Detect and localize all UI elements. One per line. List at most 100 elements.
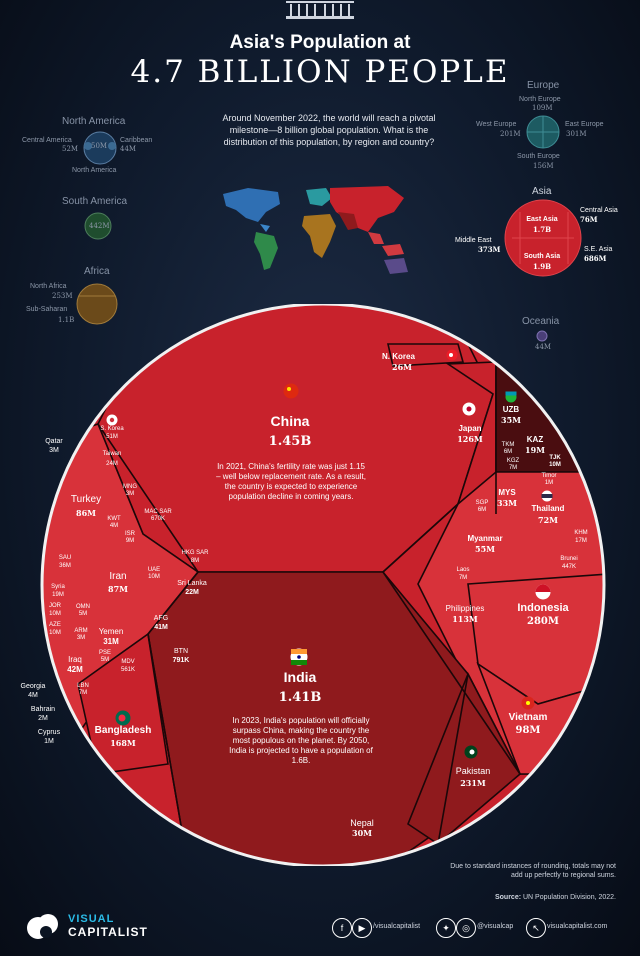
syria-name: Syria — [51, 584, 65, 590]
mdv-value: 561K — [120, 667, 135, 673]
rounding-note: Due to standard instances of rounding, t… — [450, 863, 616, 879]
site-link[interactable]: visualcapitalist.com — [547, 923, 608, 930]
handle-visualcap[interactable]: @visualcap — [477, 923, 514, 930]
brand-bottom: CAPITALIST — [68, 925, 148, 939]
mdv-name: MDV — [121, 659, 135, 665]
china-name: China — [270, 413, 310, 429]
taiwan-value: 24M — [106, 461, 118, 467]
turkey-value: 86M — [76, 508, 96, 518]
handle-visualcapitalist[interactable]: /visualcapitalist — [373, 923, 421, 930]
mac-name: MAC SAR — [144, 509, 172, 515]
tkm-name: TKM — [501, 442, 515, 448]
kaz-name: KAZ — [526, 435, 544, 444]
west-europe-label: West Europe — [476, 121, 517, 128]
south-america-bubble — [84, 212, 112, 240]
timor-value: 1M — [544, 480, 554, 486]
bangladesh-value: 168M — [110, 738, 136, 748]
bahrain-name: Bahrain — [30, 706, 56, 713]
central-asia-label: Central Asia — [580, 207, 618, 214]
se-asia-label: S.E. Asia — [584, 246, 613, 253]
jor-value: 10M — [49, 611, 61, 617]
pse-value: 5M — [100, 657, 110, 663]
yemen-value: 31M — [103, 637, 119, 646]
south-america-title: South America — [62, 196, 128, 207]
thailand-flag-icon — [541, 490, 553, 502]
facebook-icon[interactable]: f — [332, 918, 352, 938]
instagram-icon[interactable]: ◎ — [456, 918, 476, 938]
hkg-name: HKG SAR — [181, 550, 209, 556]
south-asia-value: 1.9B — [532, 262, 552, 271]
skorea-value: 51M — [106, 434, 118, 440]
srilanka-name: Sri Lanka — [177, 580, 207, 587]
mng-value: 3M — [125, 491, 135, 497]
indonesia-flag-icon — [535, 584, 551, 600]
khm-name: KHM — [574, 530, 588, 536]
uzb-name: UZB — [502, 405, 520, 414]
nkorea-flag-icon — [446, 349, 458, 361]
cursor-icon[interactable]: ↖ — [526, 918, 546, 938]
pse-name: PSE — [98, 650, 111, 656]
btn-name: BTN — [174, 648, 188, 655]
oceania-title: Oceania — [522, 316, 560, 327]
north-africa-value: 253M — [52, 292, 73, 300]
uae-name: UAE — [147, 567, 161, 573]
skorea-name: S. Korea — [100, 426, 124, 432]
japan-value: 126M — [457, 434, 483, 444]
asia-title: Asia — [532, 186, 552, 197]
china-flag-icon — [283, 383, 299, 399]
tkm-value: 6M — [503, 449, 513, 455]
india-flag-icon — [290, 648, 308, 666]
india-name: India — [283, 669, 317, 685]
bahrain-value: 2M — [38, 715, 48, 722]
khm-value: 17M — [575, 538, 587, 544]
qatar-value: 3M — [49, 447, 59, 454]
sgp-name: SGP — [475, 500, 489, 506]
title-small: Asia's Population at — [229, 32, 411, 53]
btn-value: 791K — [172, 657, 190, 664]
afg-name: AFG — [153, 615, 169, 622]
south-europe-value: 156M — [533, 162, 554, 170]
georgia-name: Georgia — [20, 683, 46, 690]
laos-name: Laos — [456, 567, 470, 573]
turkey-name: Turkey — [70, 494, 102, 505]
mac-value: 670K — [150, 516, 165, 522]
isr-value: 9M — [125, 538, 135, 544]
georgia-value: 4M — [28, 692, 38, 699]
sub-saharan-value: 1.1B — [58, 316, 75, 324]
thailand-value: 72M — [538, 515, 558, 525]
afg-value: 41M — [154, 624, 168, 631]
sau-name: SAU — [58, 555, 72, 561]
middle-east-label: Middle East — [455, 237, 492, 244]
japan-flag-icon — [462, 402, 476, 416]
north-europe-value: 109M — [532, 104, 553, 112]
east-asia-label: East Asia — [526, 216, 558, 223]
arm-value: 3M — [76, 635, 86, 641]
oceania-value: 44M — [535, 343, 552, 351]
arm-name: ARM — [74, 628, 88, 634]
visual-capitalist-logo-icon[interactable] — [24, 910, 64, 942]
bangladesh-name: Bangladesh — [94, 725, 152, 736]
kwt-value: 4M — [109, 523, 119, 529]
central-asia-value: 76M — [580, 215, 598, 224]
asia-bubble — [504, 199, 582, 277]
caribbean-value: 44M — [120, 145, 137, 153]
twitter-icon[interactable]: ✦ — [436, 918, 456, 938]
omn-value: 5M — [78, 611, 88, 617]
tjk-name: TJK — [549, 455, 561, 461]
cyprus-name: Cyprus — [37, 729, 61, 736]
na-label: North America — [72, 167, 117, 174]
srilanka-value: 22M — [185, 589, 199, 596]
taiwan-name: Taiwan — [102, 451, 122, 457]
nkorea-value: 26M — [392, 362, 412, 372]
africa-bubble — [76, 283, 118, 325]
kaz-value: 19M — [525, 445, 545, 455]
nepal-value: 30M — [352, 828, 372, 838]
mys-name: MYS — [498, 488, 516, 497]
youtube-icon[interactable]: ▶ — [352, 918, 372, 938]
china-value: 1.45B — [268, 434, 312, 449]
south-asia-label: South Asia — [523, 253, 561, 260]
nepal-name: Nepal — [350, 818, 374, 828]
hkg-value: 8M — [190, 558, 200, 564]
iran-value: 87M — [108, 584, 128, 594]
capitol-logo-icon — [286, 1, 354, 19]
